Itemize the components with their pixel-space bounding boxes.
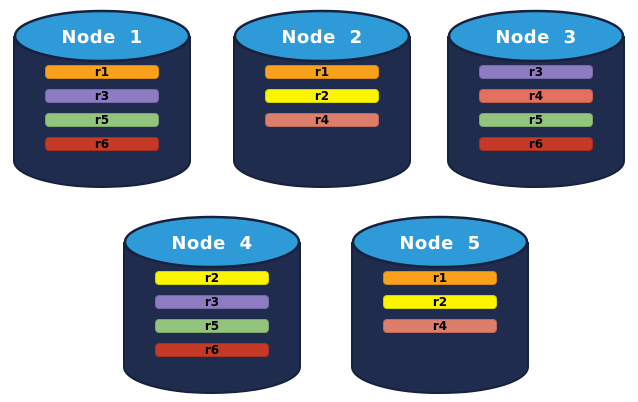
replica-bar-r2: r2 <box>265 89 379 103</box>
replica-bar-r6: r6 <box>479 137 593 151</box>
replica-bar-r6: r6 <box>45 137 159 151</box>
replica-bar-r4: r4 <box>479 89 593 103</box>
node-label: Node 2 <box>281 27 362 48</box>
replica-bar-r1: r1 <box>383 271 497 285</box>
replica-list: r1 r3 r5 r6 <box>45 65 159 161</box>
cylinder-top <box>233 9 411 63</box>
replica-list: r3 r4 r5 r6 <box>479 65 593 161</box>
node-label: Node 1 <box>61 27 142 48</box>
replica-list: r2 r3 r5 r6 <box>155 271 269 367</box>
node-label: Node 3 <box>495 27 576 48</box>
node-3-cylinder: Node 3 r3 r4 r5 r6 <box>446 5 626 191</box>
replica-list: r1 r2 r4 <box>265 65 379 137</box>
replica-list: r1 r2 r4 <box>383 271 497 343</box>
replica-bar-r4: r4 <box>383 319 497 333</box>
node-label: Node 4 <box>171 233 252 254</box>
node-4-cylinder: Node 4 r2 r3 r5 r6 <box>122 211 302 397</box>
replica-bar-r4: r4 <box>265 113 379 127</box>
replica-bar-r3: r3 <box>479 65 593 79</box>
node-2-cylinder: Node 2 r1 r2 r4 <box>232 5 412 191</box>
replica-bar-r1: r1 <box>45 65 159 79</box>
replica-bar-r3: r3 <box>45 89 159 103</box>
replica-bar-r5: r5 <box>155 319 269 333</box>
node-5-cylinder: Node 5 r1 r2 r4 <box>350 211 530 397</box>
cylinder-top <box>351 215 529 269</box>
replica-bar-r2: r2 <box>383 295 497 309</box>
replica-bar-r6: r6 <box>155 343 269 357</box>
replica-bar-r3: r3 <box>155 295 269 309</box>
cylinder-top <box>13 9 191 63</box>
cylinder-top <box>447 9 625 63</box>
replica-bar-r2: r2 <box>155 271 269 285</box>
replica-bar-r5: r5 <box>45 113 159 127</box>
node-1-cylinder: Node 1 r1 r3 r5 r6 <box>12 5 192 191</box>
replica-bar-r5: r5 <box>479 113 593 127</box>
node-label: Node 5 <box>399 233 480 254</box>
cylinder-top <box>123 215 301 269</box>
replica-bar-r1: r1 <box>265 65 379 79</box>
